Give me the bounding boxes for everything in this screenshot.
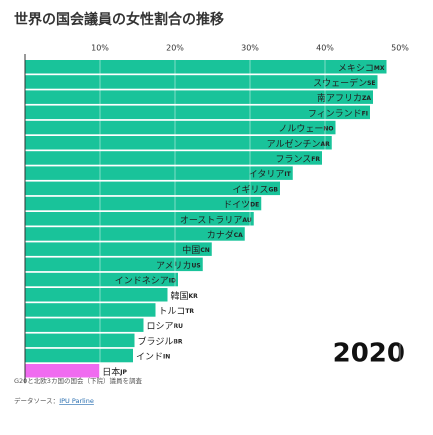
bar-label: ノルウェーNO xyxy=(278,123,333,134)
bar-label: ロシアRU xyxy=(147,322,184,332)
bar-label: イギリスGB xyxy=(232,184,278,195)
country-name: インド xyxy=(136,352,163,362)
country-name: フィンランド xyxy=(308,108,362,119)
bar xyxy=(25,364,100,378)
country-name: イギリス xyxy=(232,184,268,195)
country-name: ブラジル xyxy=(138,335,174,347)
country-code: IT xyxy=(284,171,291,178)
country-code: CN xyxy=(200,247,209,254)
bar xyxy=(25,333,135,348)
country-name: アルゼンチン xyxy=(267,137,321,149)
country-code: FR xyxy=(311,155,320,162)
bar-label: ドイツDE xyxy=(223,200,259,210)
bars xyxy=(25,60,387,378)
source-label: データソース： xyxy=(14,396,59,405)
bar-label: フランスFR xyxy=(275,153,320,164)
country-code: BR xyxy=(173,338,183,345)
x-tick-label: 30% xyxy=(241,44,259,53)
bar-label: 中国CN xyxy=(182,244,209,256)
bar-label: オーストラリアAU xyxy=(180,214,252,225)
bar xyxy=(25,75,378,89)
country-code: FI xyxy=(362,110,368,117)
bar-label: 日本JP xyxy=(102,365,127,377)
country-name: アメリカ xyxy=(156,260,192,271)
bar-label: イタリアIT xyxy=(249,169,292,180)
bar xyxy=(25,136,332,150)
country-code: GB xyxy=(269,186,279,193)
country-code: SE xyxy=(367,79,375,86)
bar-label: アルゼンチンAR xyxy=(267,137,331,149)
country-code: RU xyxy=(174,323,184,330)
country-name: 中国 xyxy=(182,244,200,256)
country-code: IN xyxy=(163,353,170,360)
country-name: カナダ xyxy=(207,228,234,240)
bar-label: トルコTR xyxy=(159,306,195,316)
bar xyxy=(25,60,387,74)
x-tick-label: 40% xyxy=(316,44,334,53)
country-code: MX xyxy=(374,64,385,71)
bar xyxy=(25,257,203,272)
country-name: ロシア xyxy=(147,322,174,332)
country-name: トルコ xyxy=(159,306,186,316)
country-name: スウェーデン xyxy=(313,76,367,88)
country-code: KR xyxy=(189,292,199,299)
country-name: 韓国 xyxy=(171,290,189,301)
country-code: JP xyxy=(119,368,127,375)
bar xyxy=(25,318,144,332)
country-code: TR xyxy=(185,307,194,314)
bar-label: インドネシアID xyxy=(115,275,176,286)
bar xyxy=(25,181,280,196)
country-name: オーストラリア xyxy=(180,214,243,225)
bar xyxy=(25,90,373,104)
bar xyxy=(25,105,370,120)
bar xyxy=(25,196,262,211)
country-name: メキシコ xyxy=(338,63,374,73)
source-link[interactable]: IPU Parline xyxy=(59,397,94,405)
country-code: AU xyxy=(242,216,251,223)
country-code: DE xyxy=(250,201,259,208)
country-code: CA xyxy=(234,231,243,238)
bar-label: ブラジルBR xyxy=(138,335,183,347)
bar-label: メキシコMX xyxy=(338,63,385,73)
bar xyxy=(25,120,336,135)
bar xyxy=(25,288,168,302)
bar xyxy=(25,166,293,180)
bar-label: フィンランドFI xyxy=(308,108,368,119)
country-code: NO xyxy=(323,125,333,132)
country-name: フランス xyxy=(275,153,311,164)
year-label: 2020 xyxy=(333,339,405,369)
country-code: US xyxy=(192,262,201,269)
country-code: AR xyxy=(320,140,330,147)
x-tick-label: 10% xyxy=(91,44,109,53)
note: G20と北欧3カ国の国会（下院）議員を調査 xyxy=(14,376,142,385)
x-tick-label: 50% xyxy=(391,44,409,53)
bar xyxy=(25,151,322,165)
bar xyxy=(25,348,133,363)
bar xyxy=(25,242,212,256)
bar-label: カナダCA xyxy=(207,228,243,240)
bar-label: スウェーデンSE xyxy=(313,76,375,88)
country-name: 日本 xyxy=(102,365,120,377)
bar xyxy=(25,212,254,226)
bar-label: 韓国KR xyxy=(171,290,199,301)
country-name: ノルウェー xyxy=(278,123,323,134)
chart-title: 世界の国会議員の女性割合の推移 xyxy=(14,11,224,28)
bar-label: インドIN xyxy=(136,352,170,362)
country-name: 南アフリカ xyxy=(317,92,362,104)
source: データソース：IPU Parline xyxy=(14,396,94,405)
country-code: ID xyxy=(169,277,176,284)
country-name: イタリア xyxy=(249,169,285,180)
bar xyxy=(25,227,245,241)
bar xyxy=(25,303,156,317)
country-name: ドイツ xyxy=(223,200,250,210)
x-tick-label: 20% xyxy=(166,44,184,53)
bar-label: アメリカUS xyxy=(156,260,201,271)
bar xyxy=(25,272,178,287)
bar-label: 南アフリカZA xyxy=(317,92,371,104)
country-code: ZA xyxy=(362,95,371,102)
country-name: インドネシア xyxy=(115,275,169,286)
